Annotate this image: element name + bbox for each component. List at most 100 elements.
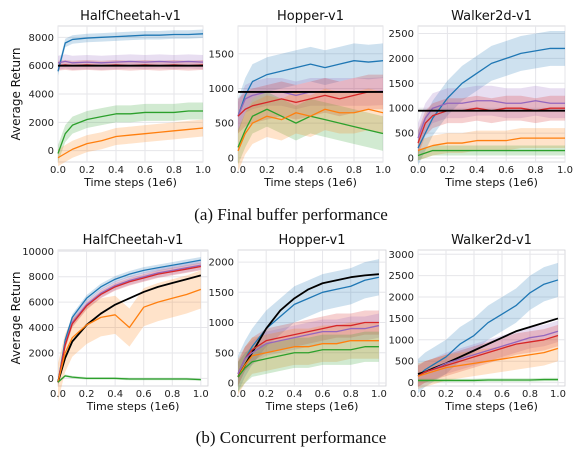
- x-tick-label: 0.6: [498, 165, 514, 176]
- x-tick-label: 0.0: [410, 165, 426, 176]
- x-tick-label: 1.0: [557, 165, 573, 176]
- x-tick-label: 0.8: [522, 389, 538, 400]
- y-tick-label: 1000: [209, 84, 234, 95]
- y-tick-label: 2000: [389, 293, 414, 304]
- x-axis-label: Time steps (1e6): [265, 400, 359, 413]
- chart-1: 0.0 0.2 0.4 0.6 0.8 1.0 0 2000 4000 6000 8000 HalfC…: [9, 9, 211, 189]
- series-band-green: [418, 145, 565, 161]
- x-tick-label: 0.4: [469, 165, 485, 176]
- y-tick-label: 0: [228, 378, 234, 389]
- series-line-black: [57, 274, 202, 383]
- y-axis-label: Average Return: [9, 48, 23, 141]
- x-tick-label: 0.2: [259, 165, 275, 176]
- series-band-orange: [238, 322, 379, 396]
- chart-title: Hopper-v1: [277, 9, 344, 24]
- y-tick-label: 8000: [29, 33, 54, 44]
- x-tick-label: 1.0: [193, 389, 209, 400]
- series-line-blue: [237, 60, 384, 117]
- series-line-green: [57, 375, 201, 383]
- plot-area: [417, 25, 566, 163]
- series-band-blue: [238, 43, 383, 134]
- x-tick-label: 1.0: [371, 389, 387, 400]
- y-axis-label: Average Return: [9, 272, 23, 365]
- series-band-green: [238, 331, 379, 393]
- x-tick-label: 0.4: [288, 165, 304, 176]
- x-tick-label: 0.6: [494, 389, 510, 400]
- series-line-orange: [57, 288, 202, 383]
- y-tick-label: 500: [215, 348, 234, 359]
- chart-title: Walker2d-v1: [451, 9, 532, 24]
- x-axis-label: Time steps (1e6): [263, 176, 357, 189]
- plot-area: [237, 249, 387, 387]
- x-axis-label: Time steps (1e6): [444, 400, 538, 413]
- y-tick-label: 0: [48, 146, 54, 157]
- chart-title: Hopper-v1: [278, 233, 345, 248]
- series-line-blue: [237, 276, 380, 375]
- series-band-orange: [418, 335, 558, 389]
- x-tick-label: 0.4: [286, 389, 302, 400]
- x-tick-label: 0.8: [528, 165, 544, 176]
- x-tick-label: 0.0: [50, 165, 66, 176]
- x-tick-label: 0.2: [79, 389, 95, 400]
- series-line-green: [237, 346, 379, 378]
- series-line-black: [237, 273, 380, 378]
- x-tick-label: 0.2: [438, 389, 454, 400]
- y-tick-label: 4000: [29, 90, 54, 101]
- series-line-blue: [417, 47, 565, 149]
- x-tick-label: 0.2: [258, 389, 274, 400]
- x-tick-label: 1.0: [375, 165, 391, 176]
- series-band-green: [238, 91, 383, 165]
- y-tick-label: 1000: [389, 335, 414, 346]
- series-line-orange: [417, 137, 565, 152]
- series-line-purple: [57, 60, 204, 64]
- y-tick-label: 1500: [389, 314, 414, 325]
- series-line-red: [237, 321, 379, 375]
- y-tick-label: 500: [215, 119, 234, 130]
- y-tick-label: 8000: [29, 272, 54, 283]
- series-band-purple: [418, 320, 558, 387]
- series-line-blue: [57, 259, 201, 383]
- series-line-orange: [237, 340, 379, 378]
- series-line-black: [417, 317, 559, 375]
- y-tick-label: 2500: [389, 271, 414, 282]
- chart-title: Walker2d-v1: [451, 233, 532, 248]
- series-line-orange: [417, 347, 559, 377]
- series-line-green: [237, 108, 384, 148]
- chart-4: 0.0 0.2 0.4 0.6 0.8 1.0 0 2000 4000 6000 8000 10000…: [9, 233, 209, 413]
- x-tick-label: 0.6: [137, 165, 153, 176]
- y-tick-label: 6000: [29, 61, 54, 72]
- x-tick-label: 0.4: [108, 165, 124, 176]
- y-tick-label: 4000: [29, 323, 54, 334]
- series-line-blue: [417, 279, 559, 377]
- series-line-green: [57, 110, 203, 154]
- x-tick-label: 0.8: [166, 165, 182, 176]
- x-tick-label: 0.8: [343, 389, 359, 400]
- x-tick-label: 0.4: [107, 389, 123, 400]
- y-tick-label: 2500: [389, 29, 414, 40]
- x-tick-label: 0.4: [466, 389, 482, 400]
- x-tick-label: 0.0: [230, 165, 246, 176]
- series-band-blue: [418, 30, 565, 166]
- series-line-orange: [57, 127, 204, 159]
- y-tick-label: 500: [395, 129, 414, 140]
- series-line-red: [237, 91, 383, 117]
- y-tick-label: 2000: [209, 258, 234, 269]
- y-tick-label: 500: [395, 357, 414, 368]
- caption-a: (a) Final buffer performance: [194, 205, 388, 224]
- x-tick-label: 0.2: [439, 165, 455, 176]
- x-tick-label: 0.8: [164, 389, 180, 400]
- x-tick-label: 1.0: [195, 165, 211, 176]
- series-band-red: [238, 310, 379, 386]
- y-tick-label: 0: [228, 153, 234, 164]
- x-tick-label: 0.0: [230, 389, 246, 400]
- y-tick-label: 0: [408, 154, 414, 165]
- series-band-green: [58, 102, 203, 162]
- series-band-orange: [418, 128, 565, 161]
- y-tick-label: 0: [408, 378, 414, 389]
- series-band-purple: [238, 77, 383, 131]
- series-band-purple: [238, 313, 379, 386]
- y-tick-label: 1500: [389, 79, 414, 90]
- series-band-orange: [58, 270, 201, 402]
- y-tick-label: 1500: [209, 49, 234, 60]
- x-tick-label: 0.6: [136, 389, 152, 400]
